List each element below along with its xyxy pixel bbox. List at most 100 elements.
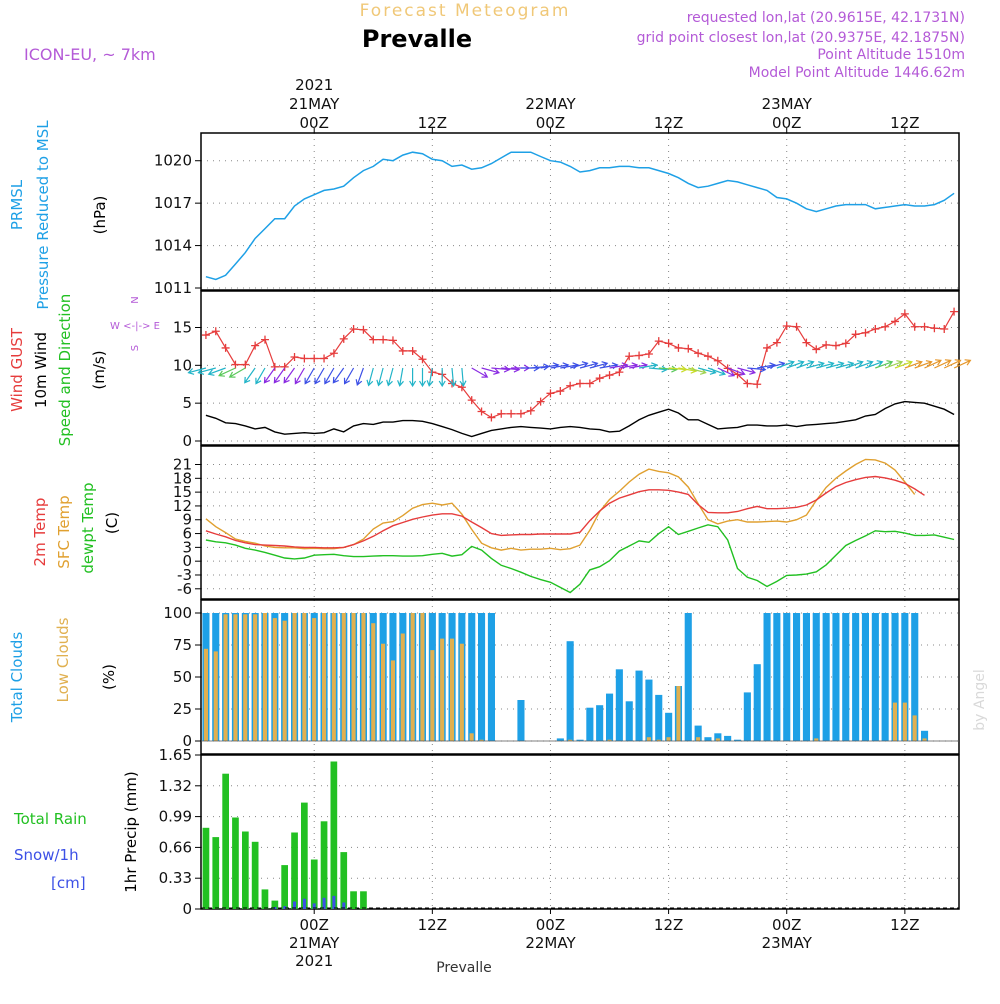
snow-bar xyxy=(322,897,326,909)
time-tick-label: 12Z xyxy=(418,114,447,132)
total-clouds-bar xyxy=(615,669,623,741)
total-clouds-bar xyxy=(911,613,919,741)
y-tick-label: 25 xyxy=(173,700,192,718)
gust-point xyxy=(507,409,516,418)
wind-direction-arrow xyxy=(727,367,746,376)
axis-label: (%) xyxy=(100,664,118,690)
axis-label: 1hr Precip (mm) xyxy=(122,771,140,892)
wind-direction-arrow xyxy=(589,361,609,369)
total-clouds-bar xyxy=(891,613,899,741)
gust-point xyxy=(379,335,388,344)
wind-direction-arrow xyxy=(244,367,256,384)
low-clouds-bar xyxy=(302,613,307,741)
low-clouds-bar xyxy=(213,651,218,741)
snow-bar xyxy=(332,895,336,909)
temp-2m-series-line xyxy=(205,475,925,549)
compass-icon: N W <-|-> E S xyxy=(110,296,160,351)
time-tick-label: 12Z xyxy=(890,114,919,132)
low-clouds-bar xyxy=(420,613,425,741)
axis-label: Wind GUST xyxy=(8,327,26,412)
low-clouds-bar xyxy=(430,650,435,741)
time-tick-label: 22MAY xyxy=(525,95,576,113)
axis-label: Total Clouds xyxy=(8,632,26,724)
wind-direction-arrow xyxy=(187,367,207,375)
rain-bar xyxy=(330,761,338,909)
gust-point xyxy=(802,338,811,347)
low-clouds-bar xyxy=(243,614,248,741)
gust-point xyxy=(408,346,417,355)
gust-point xyxy=(694,349,703,358)
footer-location: Prevalle xyxy=(436,960,492,976)
gust-point xyxy=(526,406,535,415)
low-clouds-bar xyxy=(400,633,405,741)
gust-point xyxy=(615,368,624,377)
total-clouds-bar xyxy=(871,613,879,741)
wind-direction-arrow xyxy=(560,362,580,370)
location-title: Prevalle xyxy=(362,25,472,53)
wind-direction-arrow xyxy=(943,359,962,369)
time-tick-label: 21MAY xyxy=(289,934,340,952)
low-clouds-bar xyxy=(233,614,238,741)
total-clouds-bar xyxy=(802,613,810,741)
gust-point xyxy=(418,355,427,364)
gust-point xyxy=(585,379,594,388)
wind-direction-arrow xyxy=(449,367,457,388)
total-clouds-bar xyxy=(487,613,495,741)
total-clouds-bar xyxy=(743,692,751,741)
gust-point xyxy=(270,362,279,371)
gust-point xyxy=(910,322,919,331)
total-clouds-bar xyxy=(556,738,564,741)
wind-direction-arrow xyxy=(717,367,736,377)
info-line: requested lon,lat (20.9615E, 42.1731N) xyxy=(687,10,965,26)
low-clouds-bar xyxy=(479,739,484,741)
low-clouds-bar xyxy=(922,738,927,741)
panel-frame xyxy=(200,290,960,446)
model-label: ICON-EU, ~ 7km xyxy=(24,45,156,64)
wind-direction-arrow xyxy=(218,367,236,377)
gust-point xyxy=(605,371,614,380)
axis-label: Low Clouds xyxy=(54,617,72,702)
rain-bar xyxy=(291,832,298,909)
rain-bar xyxy=(360,891,367,909)
gust-point xyxy=(201,331,210,340)
time-tick-label: 12Z xyxy=(654,114,683,132)
time-tick-label: 00Z xyxy=(300,916,329,934)
panel-frame xyxy=(200,132,960,291)
y-tick-label: 3 xyxy=(182,538,192,556)
wind-direction-arrow xyxy=(648,365,668,373)
info-line: Model Point Altitude 1446.62m xyxy=(749,65,965,81)
total-clouds-bar xyxy=(763,613,771,741)
gust-point xyxy=(251,341,260,350)
panel-frame xyxy=(200,599,960,755)
gust-point xyxy=(940,325,949,333)
y-tick-label: 0 xyxy=(182,432,192,450)
wind-direction-arrow xyxy=(481,367,501,375)
chart-title: Forecast Meteogram xyxy=(360,1,571,21)
total-clouds-bar xyxy=(655,694,663,741)
total-clouds-bar xyxy=(832,613,840,741)
wind-direction-arrow xyxy=(707,367,726,376)
wind-direction-arrow xyxy=(386,367,394,387)
y-tick-label: 0 xyxy=(182,732,192,750)
wind-direction-arrow xyxy=(366,367,374,387)
gust-point xyxy=(576,379,584,388)
gust-point xyxy=(349,325,358,333)
gust-point xyxy=(260,335,269,344)
wind-direction-arrow xyxy=(776,360,795,369)
wind-direction-arrow xyxy=(904,360,923,369)
total-clouds-bar xyxy=(881,613,889,741)
total-clouds-bar xyxy=(468,613,476,741)
axis-label: PRMSL xyxy=(8,179,26,230)
low-clouds-bar xyxy=(223,614,228,741)
y-tick-label: -3 xyxy=(177,566,192,584)
axis-label: Pressure Reduced to MSL xyxy=(34,120,52,310)
low-clouds-bar xyxy=(912,715,917,741)
rain-bar xyxy=(301,802,308,909)
total-clouds-bar xyxy=(861,613,869,741)
wind-direction-arrow xyxy=(273,367,286,384)
gust-point xyxy=(674,343,683,352)
time-tick-label: 21MAY xyxy=(289,95,340,113)
